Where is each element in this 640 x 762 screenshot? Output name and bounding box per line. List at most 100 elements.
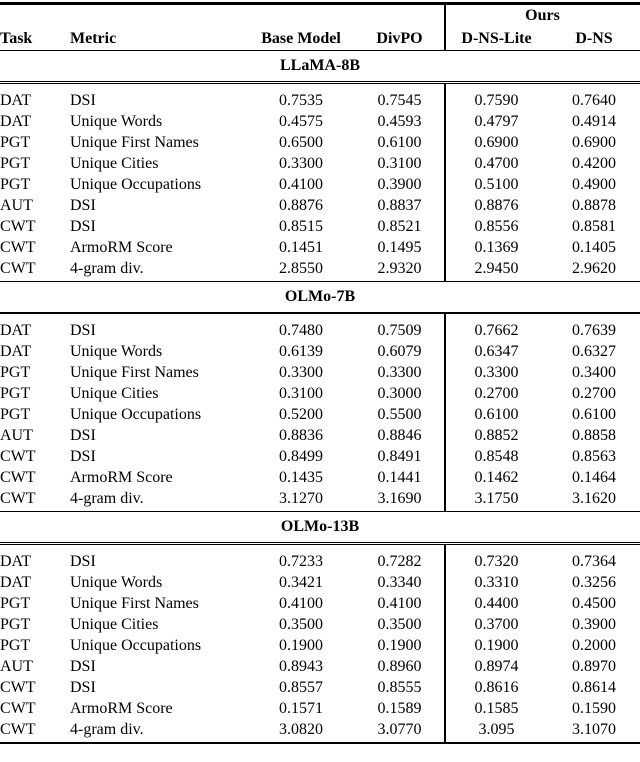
ours-spacer-cell — [0, 5, 445, 26]
metric-cell: 4-gram div. — [70, 259, 144, 277]
value-dns-lite: 3.1750 — [474, 490, 519, 508]
value-dns: 0.1405 — [572, 238, 616, 256]
table-row: CWT ArmoRM Score 0.1435 0.1441 0.1462 0.… — [0, 467, 640, 488]
metric-cell: DSI — [70, 552, 96, 570]
section-data-block: DAT DSI 0.7535 0.7545 0.7590 0.7640 DAT … — [0, 83, 640, 281]
value-dns: 0.8858 — [572, 427, 616, 445]
value-dns-lite: 0.7320 — [474, 552, 519, 570]
section-separator-rule — [0, 511, 640, 513]
table-header-block: Ours Task Metric Base Model DivPO D-NS-L… — [0, 5, 640, 50]
value-base-model: 0.8499 — [279, 448, 323, 466]
value-dns: 0.2000 — [572, 636, 616, 654]
value-dns-lite: 0.8974 — [474, 657, 519, 675]
model-section: OLMo-7B DAT DSI 0.7480 0.7509 0.7662 0.7… — [0, 282, 640, 513]
value-dns-lite: 0.8556 — [474, 217, 519, 235]
metric-cell: DSI — [70, 196, 96, 214]
value-divpo: 0.3000 — [377, 385, 422, 403]
value-dns: 0.7640 — [572, 91, 616, 109]
metric-cell: Unique Occupations — [70, 175, 202, 193]
value-dns: 0.8581 — [572, 217, 616, 235]
value-dns: 0.4500 — [572, 594, 616, 612]
section-top-rule — [0, 542, 640, 545]
value-divpo: 0.8846 — [377, 427, 422, 445]
table-row: PGT Unique First Names 0.4100 0.4100 0.4… — [0, 593, 640, 614]
task-cell: DAT — [0, 91, 32, 109]
value-dns-lite: 0.7662 — [474, 322, 519, 340]
value-dns-lite: 0.7590 — [474, 91, 519, 109]
value-dns: 2.9620 — [572, 259, 616, 277]
value-dns-lite: 0.1585 — [474, 699, 519, 717]
value-divpo: 0.3900 — [377, 175, 422, 193]
table-row: CWT 4-gram div. 2.8550 2.9320 2.9450 2.9… — [0, 258, 640, 279]
value-dns-lite: 0.6347 — [474, 343, 519, 361]
section-separator-rule — [0, 280, 640, 282]
metric-cell: Unique Cities — [70, 615, 159, 633]
value-divpo: 0.7545 — [377, 91, 422, 109]
column-header-row: Task Metric Base Model DivPO D-NS-Lite D… — [0, 26, 640, 50]
value-dns: 0.1464 — [572, 469, 616, 487]
table-row: PGT Unique Cities 0.3300 0.3100 0.4700 0… — [0, 153, 640, 174]
table-row: DAT DSI 0.7233 0.7282 0.7320 0.7364 — [0, 551, 640, 572]
col-header-task: Task — [0, 29, 33, 47]
table-row: AUT DSI 0.8836 0.8846 0.8852 0.8858 — [0, 425, 640, 446]
task-cell: CWT — [0, 720, 36, 738]
value-divpo: 0.8491 — [377, 448, 422, 466]
task-cell: CWT — [0, 699, 36, 717]
value-base-model: 0.3300 — [279, 154, 323, 172]
task-cell: PGT — [0, 406, 31, 424]
table-row: DAT DSI 0.7535 0.7545 0.7590 0.7640 — [0, 90, 640, 111]
task-cell: PGT — [0, 385, 31, 403]
value-divpo: 0.3300 — [377, 364, 422, 382]
value-dns: 0.7364 — [572, 552, 616, 570]
value-divpo: 0.3100 — [377, 154, 422, 172]
table-row: DAT Unique Words 0.3421 0.3340 0.3310 0.… — [0, 572, 640, 593]
value-base-model: 0.8836 — [279, 427, 323, 445]
sections-container: LLaMA-8B DAT DSI 0.7535 0.7545 0.7590 0.… — [0, 51, 640, 742]
value-base-model: 0.1451 — [279, 238, 323, 256]
value-base-model: 0.8557 — [279, 678, 323, 696]
value-dns-lite: 2.9450 — [474, 259, 519, 277]
header-bottom-rule — [0, 50, 640, 51]
value-divpo: 0.4100 — [377, 594, 422, 612]
task-cell: DAT — [0, 112, 32, 130]
section-data-table: DAT DSI 0.7480 0.7509 0.7662 0.7639 DAT … — [0, 320, 640, 509]
value-dns-lite: 0.6100 — [474, 406, 519, 424]
task-cell: PGT — [0, 133, 31, 151]
value-divpo: 0.3340 — [377, 573, 422, 591]
value-dns-lite: 0.6900 — [474, 133, 519, 151]
table-row: DAT Unique Words 0.6139 0.6079 0.6347 0.… — [0, 341, 640, 362]
metric-cell: Unique Words — [70, 573, 163, 591]
section-title: OLMo-13B — [280, 518, 360, 536]
col-header-divpo: DivPO — [376, 29, 423, 47]
value-dns-lite: 0.4400 — [474, 594, 519, 612]
value-divpo: 0.6079 — [377, 343, 422, 361]
col-header-base-model: Base Model — [261, 29, 341, 47]
metric-cell: Unique First Names — [70, 133, 199, 151]
value-divpo: 0.8521 — [377, 217, 422, 235]
section-data-table: DAT DSI 0.7535 0.7545 0.7590 0.7640 DAT … — [0, 90, 640, 279]
value-divpo: 0.8837 — [377, 196, 422, 214]
value-divpo: 0.3500 — [377, 615, 422, 633]
value-base-model: 0.4575 — [279, 112, 323, 130]
task-cell: DAT — [0, 573, 32, 591]
task-cell: AUT — [0, 196, 33, 214]
table-row: AUT DSI 0.8943 0.8960 0.8974 0.8970 — [0, 656, 640, 677]
value-dns-lite: 0.3700 — [474, 615, 519, 633]
value-dns: 0.8563 — [572, 448, 616, 466]
value-base-model: 0.1900 — [279, 636, 323, 654]
value-dns-lite: 0.5100 — [474, 175, 519, 193]
value-divpo: 2.9320 — [377, 259, 422, 277]
value-divpo: 0.6100 — [377, 133, 422, 151]
value-base-model: 0.3100 — [279, 385, 323, 403]
metric-cell: Unique Words — [70, 112, 163, 130]
task-cell: PGT — [0, 615, 31, 633]
metric-cell: Unique Words — [70, 343, 163, 361]
task-cell: DAT — [0, 552, 32, 570]
metric-cell: ArmoRM Score — [70, 469, 173, 487]
value-dns: 0.4914 — [572, 112, 616, 130]
value-base-model: 0.7480 — [279, 322, 323, 340]
value-dns-lite: 0.1369 — [474, 238, 519, 256]
value-dns: 0.4900 — [572, 175, 616, 193]
bottom-rule — [0, 741, 640, 744]
